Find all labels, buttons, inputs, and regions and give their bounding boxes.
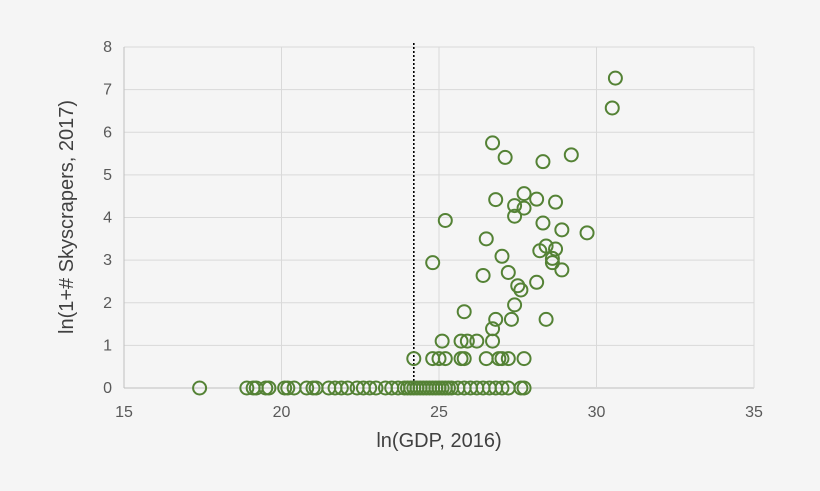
data-point: [494, 351, 510, 367]
data-point: [579, 225, 595, 241]
y-tick-label: 1: [103, 337, 112, 354]
data-point: [478, 351, 494, 367]
data-points: [192, 70, 623, 396]
data-point: [475, 267, 491, 283]
data-point: [503, 311, 519, 327]
data-point: [513, 282, 529, 298]
y-tick-label: 3: [103, 252, 112, 269]
data-point: [437, 351, 453, 367]
data-point: [548, 241, 564, 257]
data-point: [456, 351, 472, 367]
y-tick-label: 4: [103, 210, 112, 227]
y-tick-label: 7: [103, 82, 112, 99]
data-point: [500, 264, 516, 280]
data-point: [516, 186, 532, 202]
y-tick-label: 0: [103, 380, 112, 397]
data-point: [485, 135, 501, 151]
data-point: [425, 255, 441, 271]
data-point: [362, 380, 378, 396]
data-point: [554, 222, 570, 238]
data-point: [604, 100, 620, 116]
data-point: [333, 380, 349, 396]
data-point: [453, 333, 469, 349]
data-point: [368, 380, 384, 396]
data-point: [516, 200, 532, 216]
data-point: [554, 262, 570, 278]
tick-labels: 0 1 2 3 4 5 6 7 8 15 20 25 30 35: [103, 39, 763, 421]
data-point: [497, 149, 513, 165]
data-point: [529, 191, 545, 207]
data-point: [261, 380, 277, 396]
x-tick-label: 30: [588, 404, 606, 421]
data-point: [280, 380, 296, 396]
data-point: [538, 311, 554, 327]
x-tick-label: 25: [430, 404, 448, 421]
data-point: [469, 333, 485, 349]
data-point: [192, 380, 208, 396]
data-point: [544, 250, 560, 266]
data-point: [431, 351, 447, 367]
data-point: [494, 248, 510, 264]
y-tick-label: 6: [103, 124, 112, 141]
data-point: [488, 192, 504, 208]
data-point: [437, 212, 453, 228]
data-point: [516, 351, 532, 367]
data-point: [485, 321, 501, 337]
data-point: [459, 333, 475, 349]
data-point: [406, 351, 422, 367]
data-point: [434, 333, 450, 349]
data-point: [607, 70, 623, 86]
data-point: [478, 231, 494, 247]
data-point: [299, 380, 315, 396]
data-point: [538, 238, 554, 254]
data-point: [563, 147, 579, 163]
y-tick-label: 2: [103, 295, 112, 312]
data-point: [535, 215, 551, 231]
x-tick-label: 20: [273, 404, 291, 421]
data-point: [535, 154, 551, 170]
data-point: [494, 380, 510, 396]
data-point: [507, 198, 523, 214]
y-axis-title: ln(1+# Skyscrapers, 2017): [56, 100, 78, 334]
x-tick-label: 35: [745, 404, 763, 421]
data-point: [507, 297, 523, 313]
data-point: [516, 380, 532, 396]
data-point: [507, 208, 523, 224]
data-point: [510, 278, 526, 294]
data-point: [340, 380, 356, 396]
y-tick-label: 5: [103, 167, 112, 184]
x-axis-title: ln(GDP, 2016): [376, 430, 501, 452]
data-point: [544, 255, 560, 271]
data-point: [488, 311, 504, 327]
data-point: [500, 351, 516, 367]
y-tick-label: 8: [103, 39, 112, 56]
data-point: [456, 304, 472, 320]
x-tick-label: 15: [115, 404, 133, 421]
data-point: [529, 274, 545, 290]
data-point: [548, 194, 564, 210]
data-point: [239, 380, 255, 396]
